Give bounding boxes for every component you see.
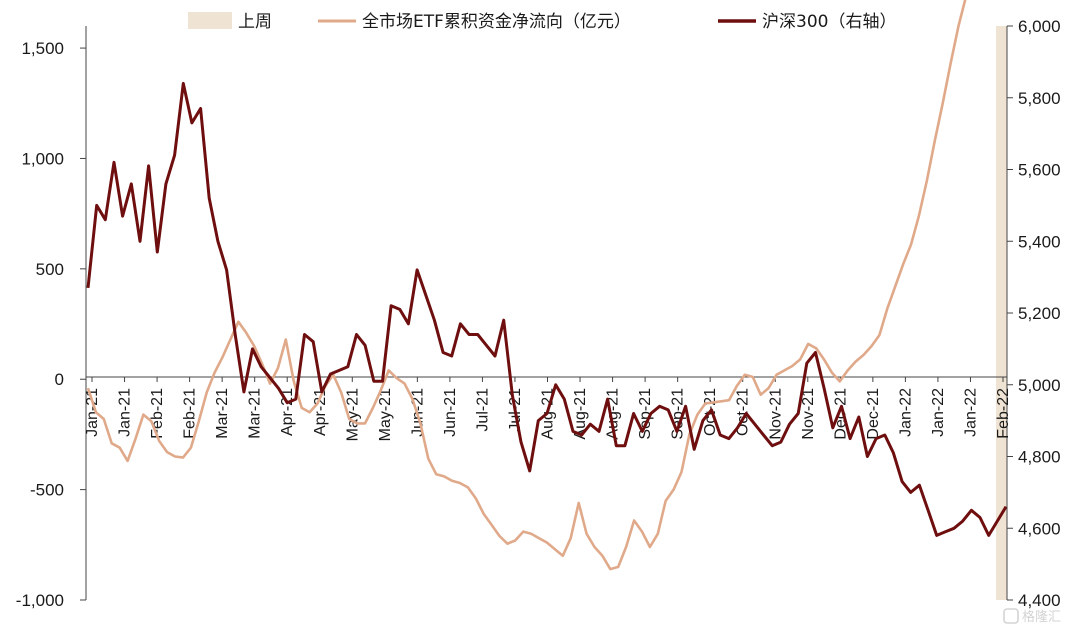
legend-csi300-label: 沪深300（右轴） xyxy=(762,12,896,32)
right-tick-label: 4,600 xyxy=(1018,519,1061,538)
right-tick-label: 6,000 xyxy=(1018,17,1061,36)
right-axis-ticks: 4,400 4,600 4,800 5,000 5,200 5,400 5,600 5,800… xyxy=(1007,17,1061,610)
x-tick-label: Mar-21 xyxy=(214,388,231,439)
watermark-text: 格隆汇 xyxy=(1022,609,1061,625)
x-tick-label: Dec-21 xyxy=(865,388,882,440)
x-tick-label: Feb-22 xyxy=(995,388,1012,439)
x-tick-label: Mar-21 xyxy=(247,388,264,439)
x-tick-label: Jul-21 xyxy=(474,388,491,432)
right-tick-label: 5,600 xyxy=(1018,161,1061,180)
right-tick-label: 5,000 xyxy=(1018,376,1061,395)
right-tick-label: 4,400 xyxy=(1018,591,1061,610)
left-tick-label: 1,500 xyxy=(21,39,64,58)
x-tick-label: Jan-21 xyxy=(84,388,101,437)
x-tick-label: Apr-21 xyxy=(312,388,329,436)
right-tick-label: 4,800 xyxy=(1018,448,1061,467)
left-tick-label: 1,000 xyxy=(21,149,64,168)
legend-etf-label: 全市场ETF累积资金净流向（亿元） xyxy=(362,12,631,32)
x-tick-label: Jan-22 xyxy=(930,388,947,437)
x-tick-label: Feb-21 xyxy=(182,388,199,439)
left-axis-ticks: -1,000 -500 0 500 1,000 1,500 xyxy=(16,39,86,610)
x-tick-label: Jan-22 xyxy=(897,388,914,437)
etf-flow-line xyxy=(86,0,967,571)
x-tick-label: Jun-21 xyxy=(442,388,459,437)
x-tick-label: Nov-21 xyxy=(767,388,784,440)
csi300-line xyxy=(86,81,1008,537)
left-tick-label: 0 xyxy=(55,370,64,389)
x-tick-label: Jan-22 xyxy=(962,388,979,437)
watermark-logo-icon xyxy=(1003,608,1019,624)
x-tick-label: Nov-21 xyxy=(800,388,817,440)
right-tick-label: 5,200 xyxy=(1018,304,1061,323)
left-tick-label: 500 xyxy=(36,260,64,279)
right-tick-label: 5,400 xyxy=(1018,232,1061,251)
x-tick-label: Dec-21 xyxy=(832,388,849,440)
left-tick-label: -500 xyxy=(30,481,64,500)
x-tick-label: May-21 xyxy=(344,388,361,441)
legend-band-label: 上周 xyxy=(238,12,272,32)
legend-band-swatch xyxy=(188,12,232,29)
x-tick-label: Jan-21 xyxy=(117,388,134,437)
watermark: 格隆汇 xyxy=(1003,608,1061,625)
last-week-highlight-band xyxy=(996,26,1007,600)
left-tick-label: -1,000 xyxy=(16,591,64,610)
x-tick-label: Aug-21 xyxy=(572,388,589,440)
x-tick-label: May-21 xyxy=(377,388,394,441)
legend: 上周 全市场ETF累积资金净流向（亿元） 沪深300（右轴） xyxy=(188,12,896,32)
x-tick-label: Feb-21 xyxy=(149,388,166,439)
right-tick-label: 5,800 xyxy=(1018,89,1061,108)
